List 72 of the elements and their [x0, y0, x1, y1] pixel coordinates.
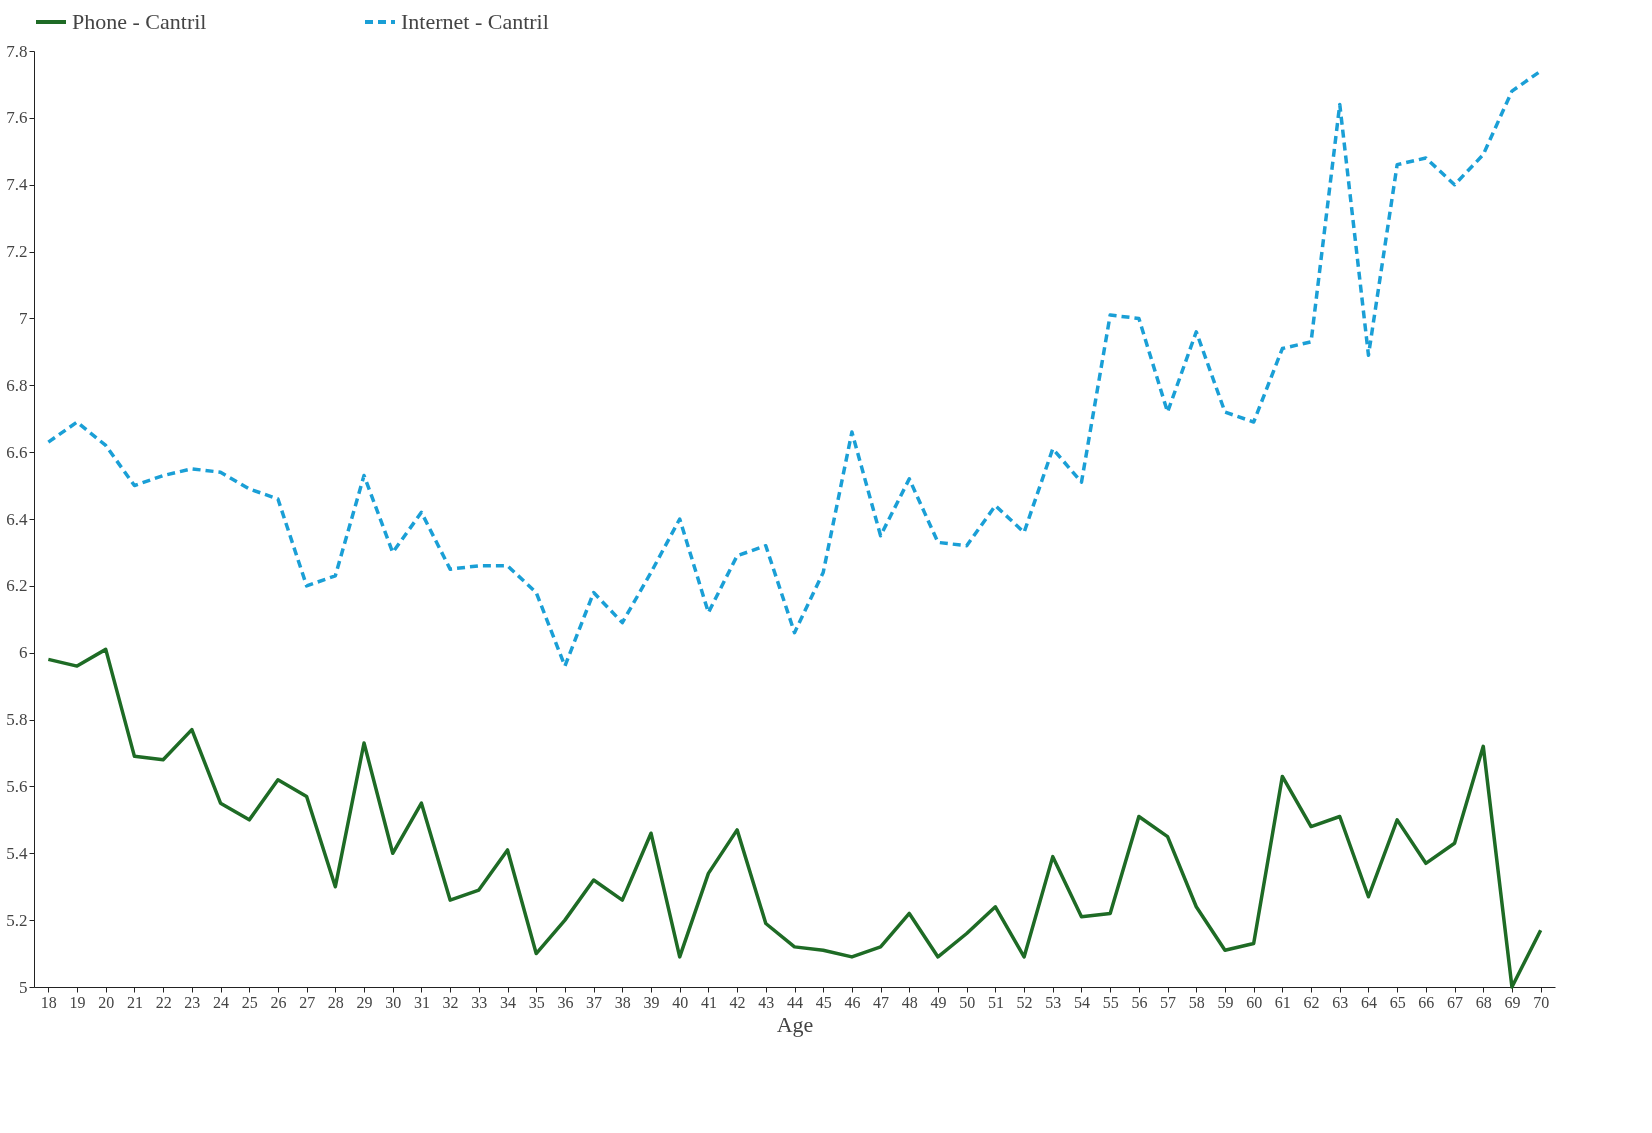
x-tick-label: 49 [930, 993, 947, 1011]
x-tick-label: 53 [1045, 993, 1062, 1011]
x-tick-label: 34 [500, 993, 517, 1011]
x-tick-label: 20 [98, 993, 115, 1011]
x-tick-label: 19 [69, 993, 86, 1011]
x-tick-label: 26 [270, 993, 287, 1011]
x-tick-label: 33 [471, 993, 488, 1011]
y-tick-label: 7.6 [6, 108, 28, 128]
x-tick-label: 55 [1102, 993, 1119, 1011]
x-tick-label: 68 [1475, 993, 1492, 1011]
x-tick-label: 69 [1504, 993, 1521, 1011]
x-tick-label: 65 [1389, 993, 1406, 1011]
x-tick-label: 48 [901, 993, 918, 1011]
x-tick-label: 58 [1188, 993, 1205, 1011]
x-tick-label: 60 [1246, 993, 1263, 1011]
x-tick-label: 54 [1073, 993, 1090, 1011]
x-tick-label: 35 [528, 993, 545, 1011]
x-tick-label: 18 [40, 993, 57, 1011]
y-tick-label: 5.8 [6, 710, 28, 730]
x-tick-label: 32 [442, 993, 459, 1011]
x-tick-label: 43 [758, 993, 775, 1011]
x-tick-label: 51 [987, 993, 1004, 1011]
y-tick-label: 7.8 [6, 41, 28, 61]
x-tick-label: 29 [356, 993, 373, 1011]
y-tick-label: 5.6 [6, 776, 28, 796]
y-tick-label: 7.4 [6, 175, 28, 195]
x-tick-label: 61 [1274, 993, 1291, 1011]
x-tick-label: 25 [241, 993, 258, 1011]
x-tick-label: 56 [1131, 993, 1148, 1011]
x-tick-label: 67 [1447, 993, 1464, 1011]
x-axis-title: Age [776, 1011, 814, 1037]
line-series [46, 647, 1543, 989]
x-tick-label: 37 [586, 993, 603, 1011]
x-tick-label: 63 [1332, 993, 1349, 1011]
legend-label: Internet - Cantril [401, 9, 549, 34]
x-tick-label: 30 [385, 993, 402, 1011]
y-tick-label: 5.2 [6, 910, 28, 930]
x-tick-label: 39 [643, 993, 660, 1011]
x-tick-label: 46 [844, 993, 861, 1011]
x-tick-label: 44 [787, 993, 803, 1011]
x-tick-label: 52 [1016, 993, 1033, 1011]
x-tick-label: 41 [700, 993, 717, 1011]
x-tick-label: 38 [614, 993, 631, 1011]
legend-label: Phone - Cantril [72, 9, 207, 34]
x-tick-label: 57 [1160, 993, 1177, 1011]
x-tick-label: 47 [873, 993, 890, 1011]
x-tick-label: 45 [815, 993, 832, 1011]
y-tick-label: 6.4 [6, 509, 28, 529]
x-tick-label: 22 [155, 993, 172, 1011]
x-tick-label: 62 [1303, 993, 1320, 1011]
x-tick-label: 31 [413, 993, 430, 1011]
y-tick-label: 6 [19, 643, 28, 663]
y-tick-label: 5.4 [6, 843, 28, 863]
x-tick-label: 27 [299, 993, 316, 1011]
x-tick-label: 64 [1360, 993, 1377, 1011]
y-tick-label: 7 [19, 308, 28, 328]
x-tick-label: 28 [327, 993, 344, 1011]
y-tick-label: 5 [19, 977, 28, 997]
x-tick-label: 21 [126, 993, 143, 1011]
y-tick-label: 6.6 [6, 442, 28, 462]
x-tick-label: 70 [1533, 993, 1550, 1011]
x-tick-label: 50 [959, 993, 976, 1011]
x-tick-label: 23 [184, 993, 201, 1011]
x-tick-label: 66 [1418, 993, 1435, 1011]
x-tick-label: 24 [213, 993, 230, 1011]
y-tick-label: 7.2 [6, 242, 28, 262]
x-tick-label: 36 [557, 993, 574, 1011]
x-tick-label: 42 [729, 993, 746, 1011]
y-tick-label: 6.8 [6, 375, 28, 395]
x-tick-label: 40 [672, 993, 689, 1011]
x-tick-label: 59 [1217, 993, 1234, 1011]
y-tick-label: 6.2 [6, 576, 28, 596]
